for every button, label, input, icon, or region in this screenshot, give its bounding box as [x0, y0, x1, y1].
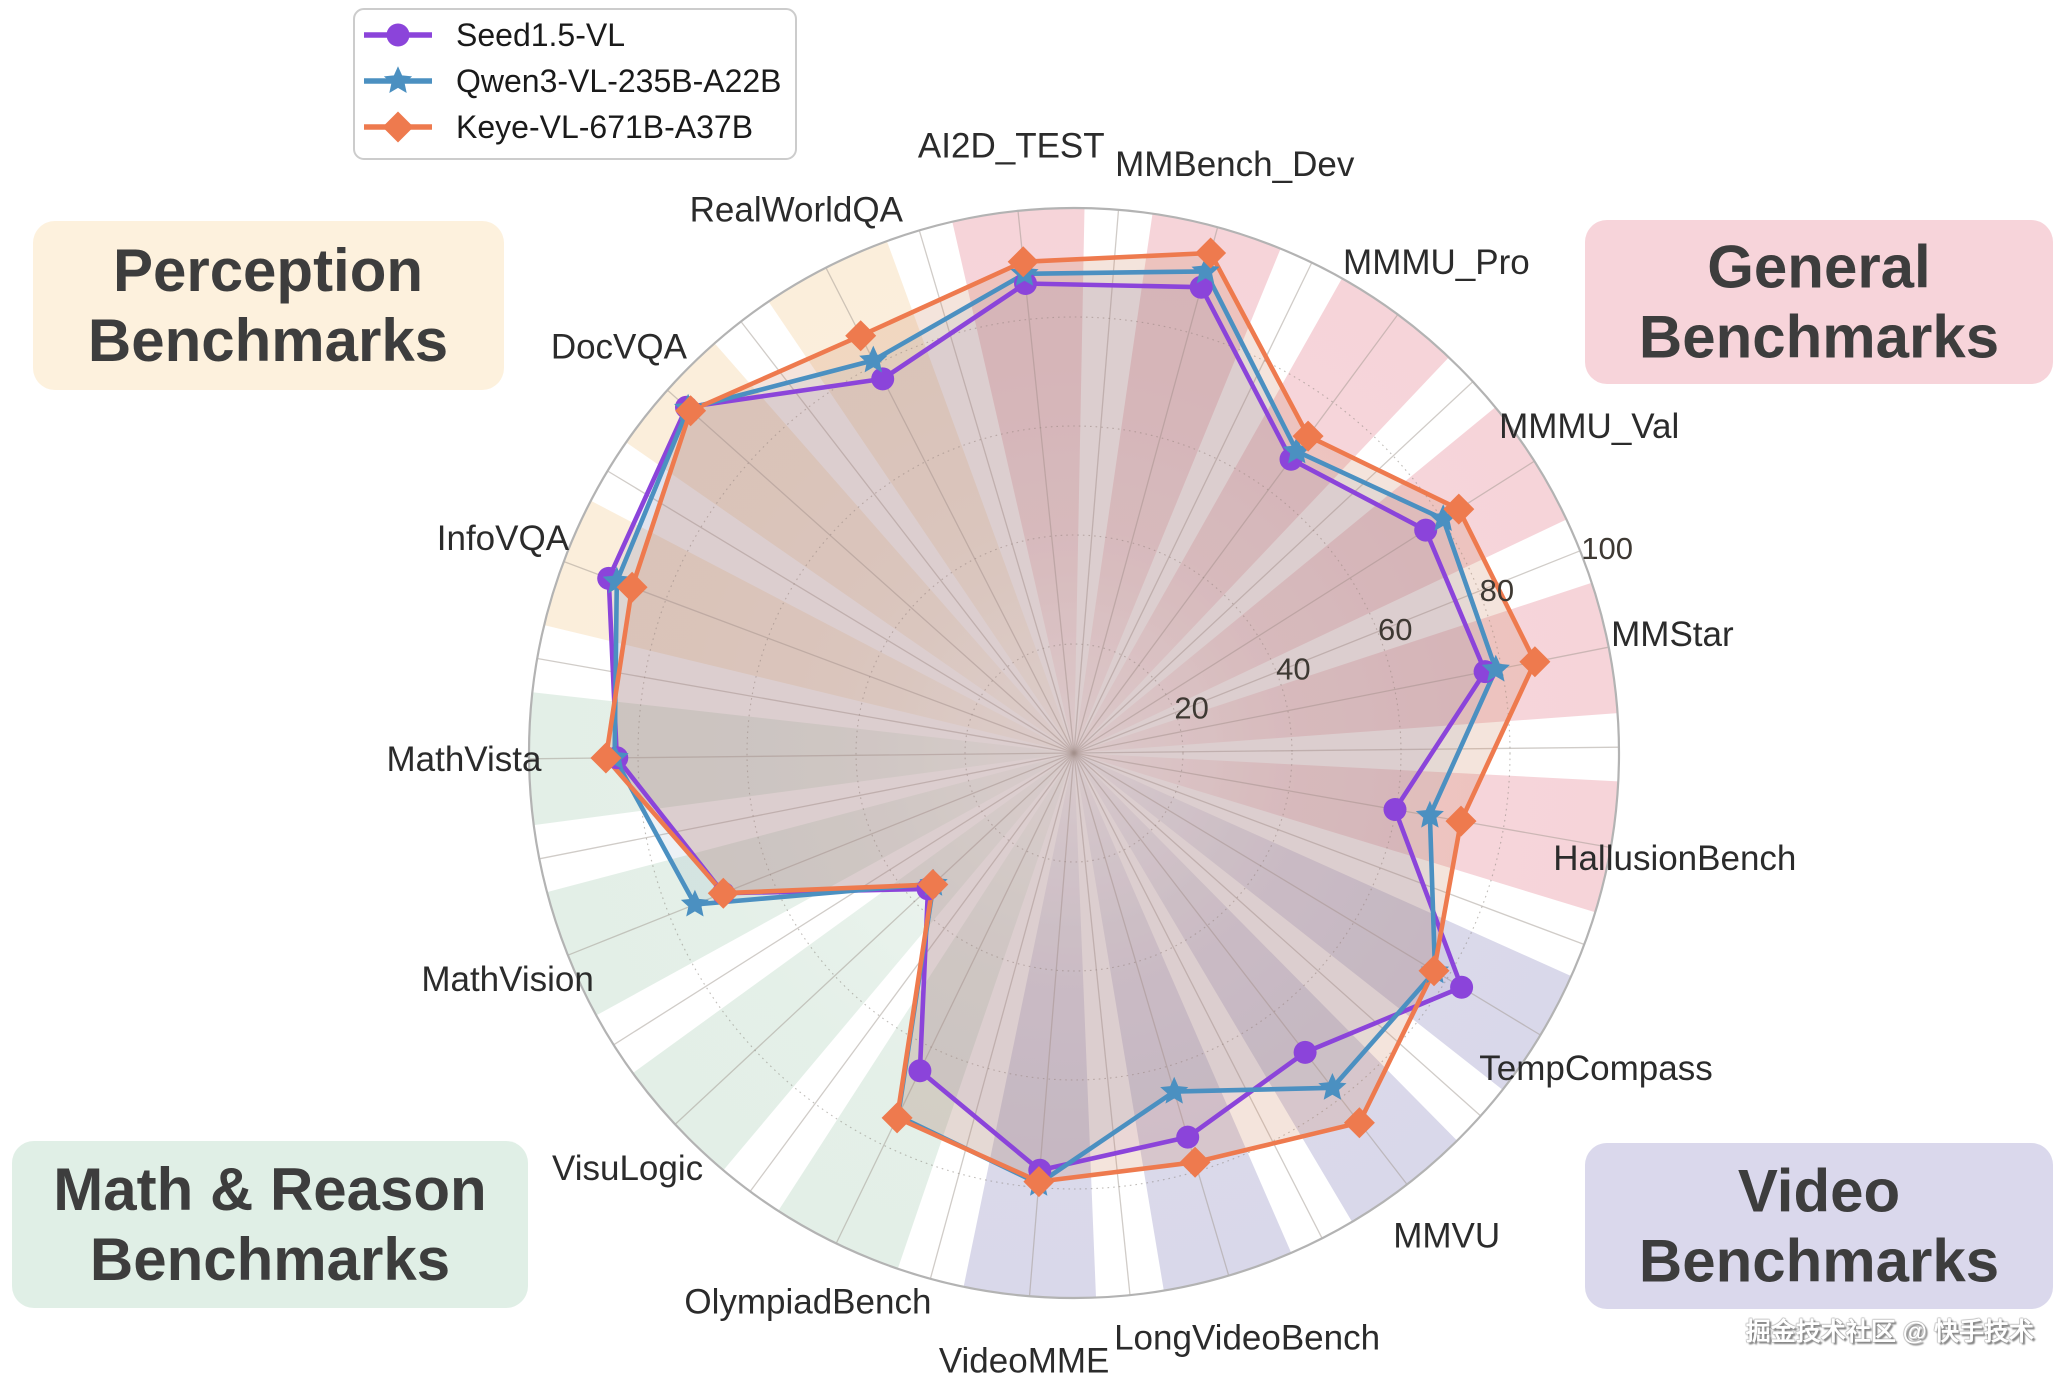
svg-text:40: 40 [1276, 651, 1310, 686]
svg-text:TempCompass: TempCompass [1479, 1049, 1712, 1088]
svg-text:Math & Reason: Math & Reason [53, 1156, 486, 1223]
svg-text:OlympiadBench: OlympiadBench [684, 1282, 931, 1321]
svg-text:HallusionBench: HallusionBench [1553, 839, 1796, 878]
svg-text:DocVQA: DocVQA [551, 327, 688, 366]
svg-text:VisuLogic: VisuLogic [552, 1149, 703, 1188]
svg-text:MMMU_Pro: MMMU_Pro [1343, 243, 1530, 282]
svg-text:Benchmarks: Benchmarks [88, 307, 448, 374]
svg-text:MMMU_Val: MMMU_Val [1499, 407, 1679, 446]
svg-text:MMStar: MMStar [1611, 615, 1734, 654]
svg-text:InfoVQA: InfoVQA [437, 519, 570, 558]
svg-text:100: 100 [1581, 531, 1633, 566]
svg-text:Benchmarks: Benchmarks [1639, 304, 1999, 371]
svg-text:80: 80 [1480, 573, 1514, 608]
svg-text:MMVU: MMVU [1393, 1216, 1500, 1255]
svg-text:LongVideoBench: LongVideoBench [1114, 1318, 1380, 1357]
svg-text:VideoMME: VideoMME [939, 1342, 1110, 1381]
svg-text:Benchmarks: Benchmarks [90, 1226, 450, 1293]
svg-text:Benchmarks: Benchmarks [1639, 1228, 1999, 1295]
svg-text:Seed1.5-VL: Seed1.5-VL [456, 17, 625, 53]
svg-text:MathVision: MathVision [421, 960, 594, 999]
svg-text:Perception: Perception [113, 237, 423, 304]
svg-text:Qwen3-VL-235B-A22B: Qwen3-VL-235B-A22B [456, 63, 782, 99]
svg-text:Keye-VL-671B-A37B: Keye-VL-671B-A37B [456, 109, 753, 145]
svg-text:20: 20 [1174, 690, 1208, 725]
svg-text:掘金技术社区 @ 快手技术: 掘金技术社区 @ 快手技术 [1746, 1317, 2034, 1346]
svg-text:60: 60 [1378, 612, 1412, 647]
svg-text:RealWorldQA: RealWorldQA [690, 190, 904, 229]
svg-text:MMBench_Dev: MMBench_Dev [1115, 145, 1355, 184]
svg-text:General: General [1707, 234, 1930, 301]
svg-text:AI2D_TEST: AI2D_TEST [918, 127, 1105, 166]
svg-text:Video: Video [1738, 1158, 1900, 1225]
svg-text:MathVista: MathVista [387, 740, 543, 779]
